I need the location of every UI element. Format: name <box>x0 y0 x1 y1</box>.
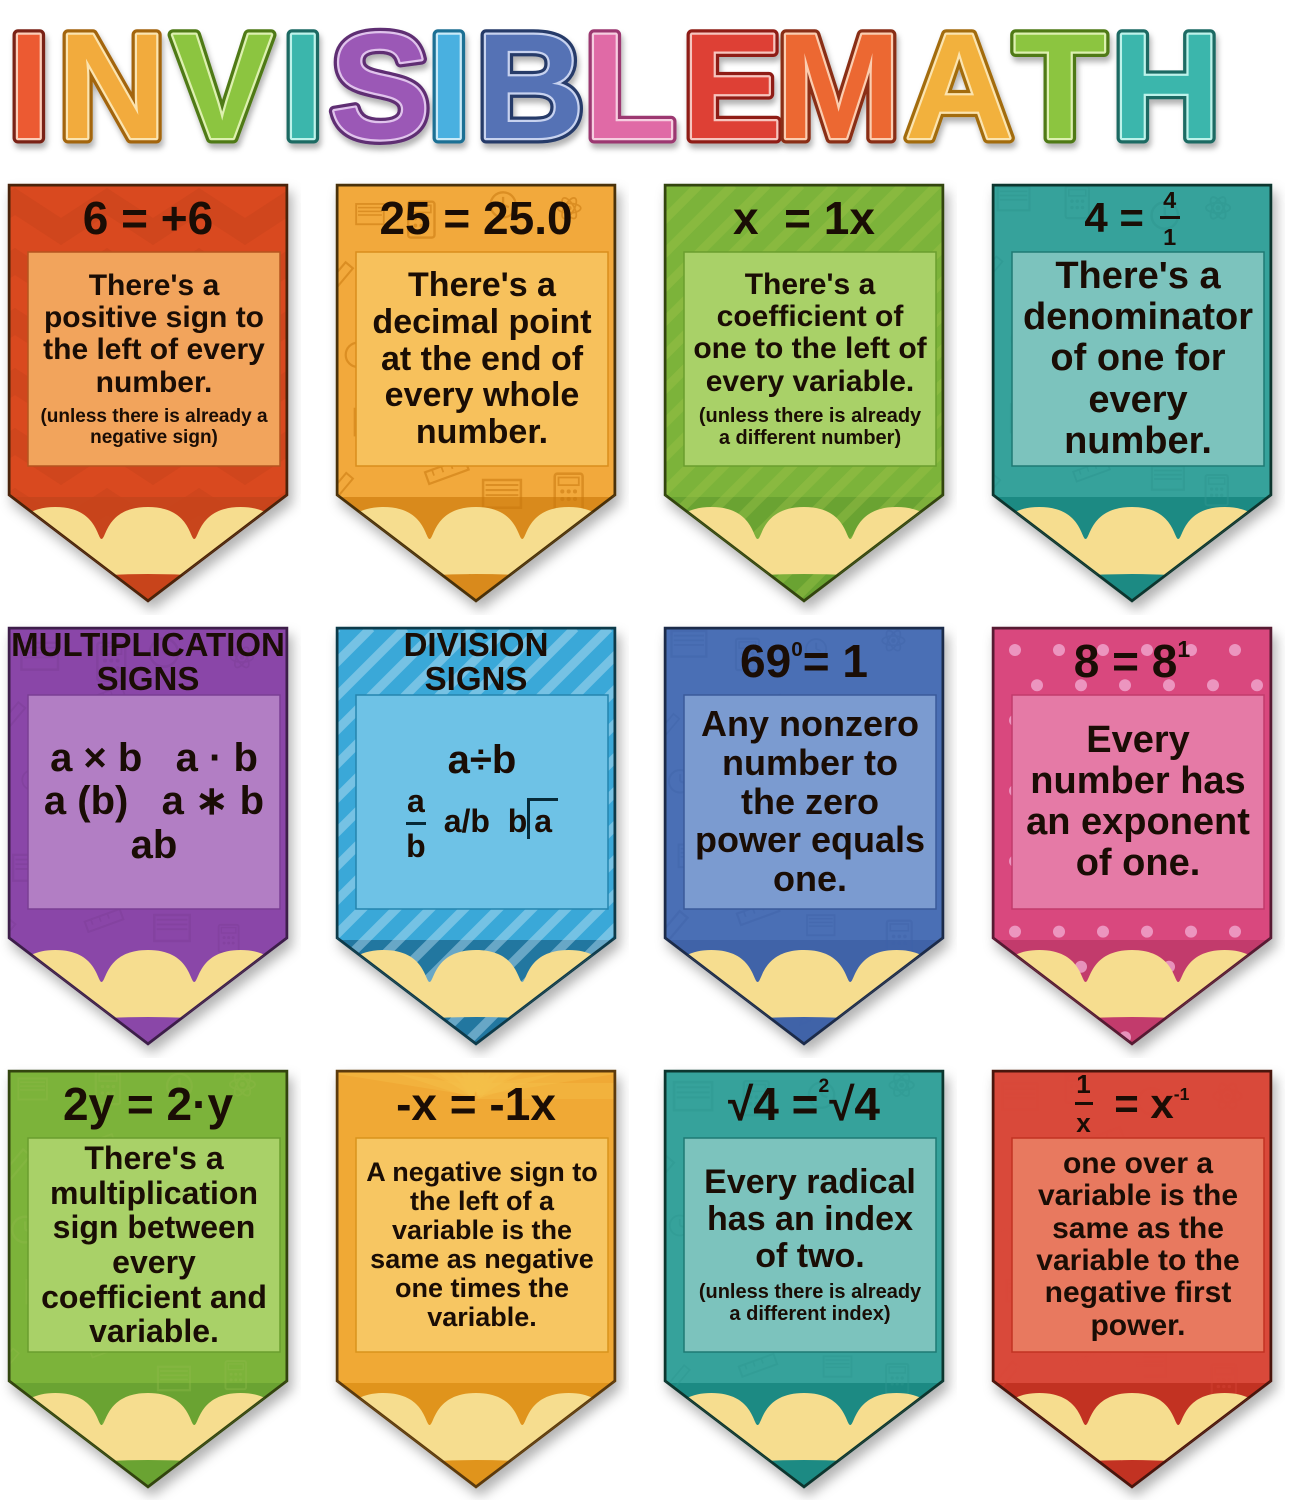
svg-text:M: M <box>776 2 901 170</box>
svg-text:T: T <box>1014 2 1106 170</box>
svg-text:V: V <box>172 2 272 170</box>
svg-text:A: A <box>905 2 1013 170</box>
svg-text:B: B <box>476 2 584 170</box>
svg-text:L: L <box>584 2 676 170</box>
svg-text:N: N <box>58 2 166 170</box>
svg-text:I: I <box>282 2 324 170</box>
svg-text:H: H <box>1112 2 1220 170</box>
svg-text:S: S <box>330 2 430 170</box>
svg-text:E: E <box>682 2 782 170</box>
svg-text:I: I <box>8 2 50 170</box>
svg-text:I: I <box>428 2 470 170</box>
